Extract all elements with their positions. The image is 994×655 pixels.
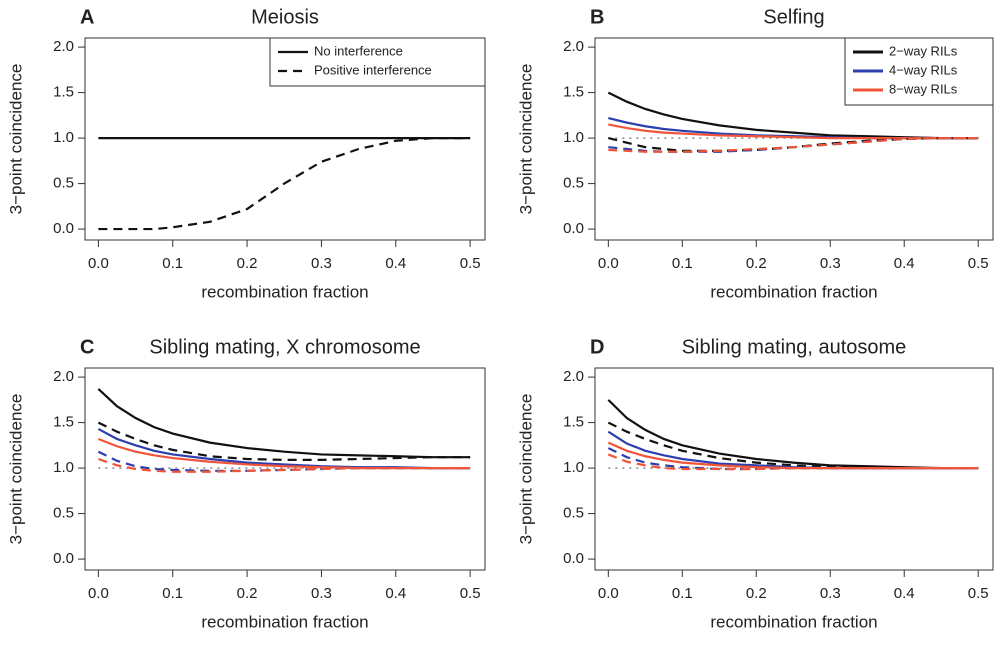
x-tick-label: 0.1 xyxy=(162,255,183,272)
y-tick-label: 1.0 xyxy=(563,459,584,476)
x-tick-label: 0.0 xyxy=(598,255,619,272)
series-line xyxy=(97,421,471,461)
series-line xyxy=(607,453,979,471)
y-tick-label: 0.0 xyxy=(563,550,584,567)
x-tick-label: 0.3 xyxy=(820,255,841,272)
legend-label: 4−way RILs xyxy=(889,62,958,77)
series-line xyxy=(98,136,471,231)
panel-letter: A xyxy=(80,6,94,28)
x-axis-title: recombination fraction xyxy=(201,612,368,631)
x-tick-label: 0.2 xyxy=(746,585,767,602)
y-tick-label: 1.5 xyxy=(53,84,74,101)
x-tick-label: 0.1 xyxy=(162,585,183,602)
y-tick-label: 0.5 xyxy=(53,175,74,192)
y-tick-label: 0.0 xyxy=(53,550,74,567)
plot-frame xyxy=(594,367,994,571)
series-line xyxy=(607,421,979,470)
x-tick-label: 0.2 xyxy=(237,585,258,602)
series-line xyxy=(608,136,979,152)
series-line xyxy=(607,441,979,470)
y-tick-label: 0.5 xyxy=(563,505,584,522)
x-tick-label: 0.0 xyxy=(598,585,619,602)
x-tick-label: 0.5 xyxy=(460,585,481,602)
x-tick-label: 0.5 xyxy=(968,255,989,272)
y-tick-label: 1.0 xyxy=(53,129,74,146)
x-tick-label: 0.4 xyxy=(894,255,915,272)
y-tick-label: 2.0 xyxy=(53,368,74,385)
series-line xyxy=(97,427,471,470)
x-tick-label: 0.5 xyxy=(460,255,481,272)
y-tick-label: 1.5 xyxy=(563,84,584,101)
x-tick-label: 0.2 xyxy=(237,255,258,272)
y-tick-label: 2.0 xyxy=(563,368,584,385)
panel-title: Selfing xyxy=(763,6,824,28)
x-axis-title: recombination fraction xyxy=(710,282,877,301)
y-axis-title: 3−point coincidence xyxy=(516,394,535,545)
series-line xyxy=(607,447,979,471)
legend-label: Positive interference xyxy=(314,62,432,77)
y-tick-label: 1.0 xyxy=(563,129,584,146)
y-axis-title: 3−point coincidence xyxy=(6,394,25,545)
x-tick-label: 0.4 xyxy=(385,585,406,602)
plot-frame xyxy=(84,367,486,571)
y-tick-label: 0.5 xyxy=(53,505,74,522)
x-axis-title: recombination fraction xyxy=(201,282,368,301)
x-tick-label: 0.3 xyxy=(311,255,332,272)
legend-label: 8−way RILs xyxy=(889,81,958,96)
y-tick-label: 1.5 xyxy=(563,414,584,431)
x-tick-label: 0.4 xyxy=(385,255,406,272)
x-tick-label: 0.3 xyxy=(311,585,332,602)
y-axis-title: 3−point coincidence xyxy=(516,64,535,215)
legend-label: No interference xyxy=(314,43,403,58)
panel-title: Sibling mating, autosome xyxy=(682,336,907,358)
y-tick-label: 0.0 xyxy=(53,220,74,237)
series-line xyxy=(607,399,979,470)
panel-title: Meiosis xyxy=(251,6,319,28)
panel-letter: D xyxy=(590,336,604,358)
x-tick-label: 0.2 xyxy=(746,255,767,272)
panel-title: Sibling mating, X chromosome xyxy=(149,336,420,358)
x-tick-label: 0.0 xyxy=(88,585,109,602)
y-tick-label: 2.0 xyxy=(53,38,74,55)
plot-frame xyxy=(594,37,994,241)
series-line xyxy=(98,457,471,473)
panel-letter: C xyxy=(80,336,94,358)
panel-letter: B xyxy=(590,6,604,28)
y-tick-label: 1.0 xyxy=(53,459,74,476)
x-tick-label: 0.1 xyxy=(672,255,693,272)
legend-box xyxy=(269,37,486,87)
y-tick-label: 1.5 xyxy=(53,414,74,431)
y-tick-label: 0.5 xyxy=(563,175,584,192)
series-line xyxy=(608,123,979,140)
x-tick-label: 0.0 xyxy=(88,255,109,272)
x-tick-label: 0.3 xyxy=(820,585,841,602)
series-line xyxy=(97,437,471,470)
series-line xyxy=(608,136,979,153)
y-axis-title: 3−point coincidence xyxy=(6,64,25,215)
x-tick-label: 0.1 xyxy=(672,585,693,602)
series-line xyxy=(608,136,979,153)
y-tick-label: 0.0 xyxy=(563,220,584,237)
x-tick-label: 0.4 xyxy=(894,585,915,602)
x-axis-title: recombination fraction xyxy=(710,612,877,631)
series-line xyxy=(608,117,979,140)
series-line xyxy=(97,388,471,459)
x-tick-label: 0.5 xyxy=(968,585,989,602)
legend-label: 2−way RILs xyxy=(889,43,958,58)
y-tick-label: 2.0 xyxy=(563,38,584,55)
